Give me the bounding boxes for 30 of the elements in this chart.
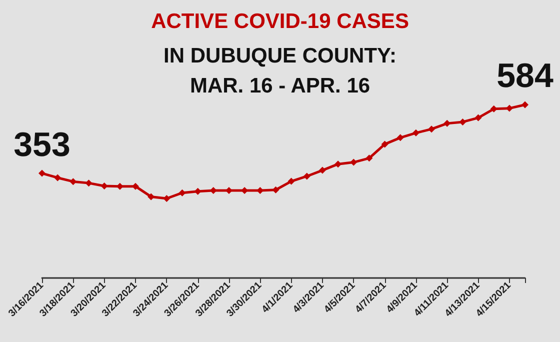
point	[506, 104, 513, 112]
point	[148, 193, 155, 200]
point	[444, 120, 451, 127]
point	[38, 170, 46, 177]
data-label: 584	[496, 57, 554, 96]
point	[381, 140, 388, 148]
point	[272, 186, 280, 194]
point	[70, 178, 77, 186]
point	[350, 158, 358, 166]
point	[178, 189, 186, 196]
point	[396, 134, 404, 142]
point	[100, 182, 108, 190]
point	[85, 180, 92, 187]
point	[522, 101, 528, 108]
point	[490, 105, 498, 112]
point	[474, 114, 482, 122]
chart-title: ACTIVE COVID-19 CASES	[151, 10, 409, 33]
point	[318, 166, 326, 174]
point	[163, 194, 170, 202]
point	[194, 188, 202, 195]
point	[288, 178, 295, 185]
point	[366, 154, 373, 162]
point	[428, 126, 436, 133]
point	[54, 174, 62, 182]
point	[459, 118, 466, 126]
point	[303, 172, 310, 180]
data-label: 353	[14, 126, 70, 164]
point	[412, 129, 420, 136]
chart-subtitle: IN DUBUQUE COUNTY: MAR. 16 - APR. 16	[164, 44, 396, 98]
point	[334, 160, 342, 168]
